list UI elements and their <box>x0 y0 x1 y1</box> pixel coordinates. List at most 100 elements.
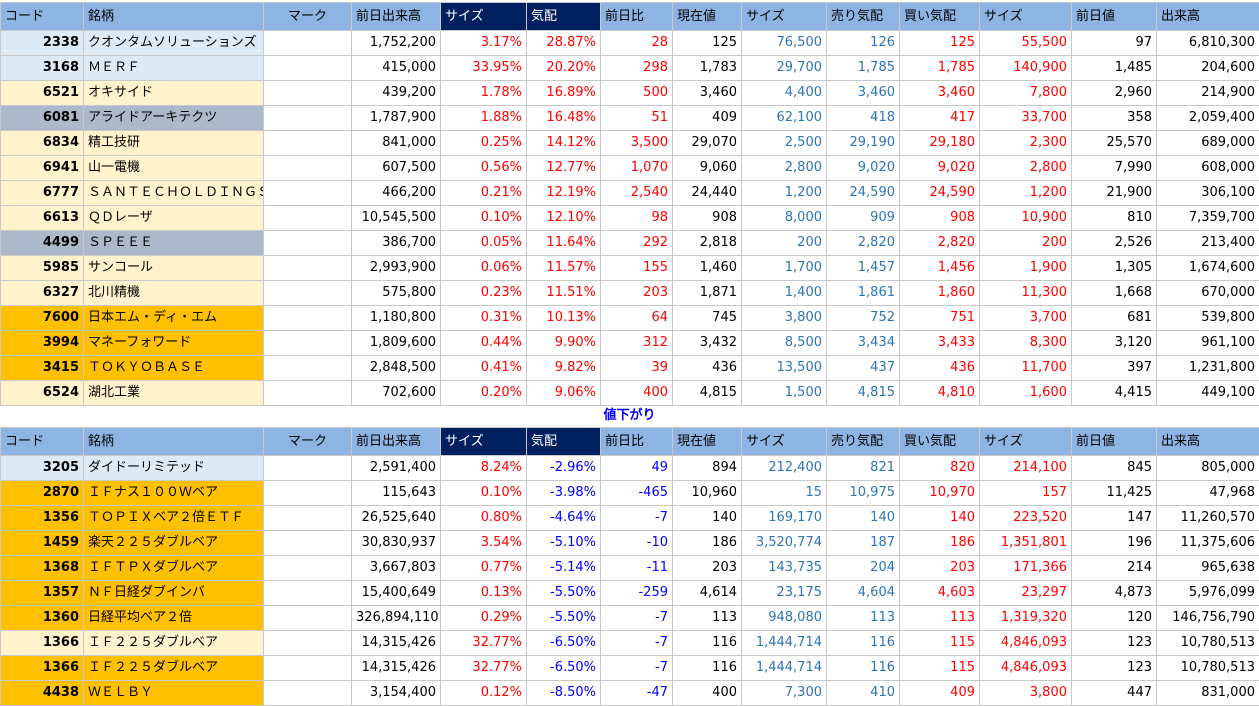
cell-bid[interactable]: 115 <box>900 631 980 656</box>
cell-mark[interactable] <box>264 106 352 131</box>
cell-prev-diff[interactable]: 298 <box>601 56 673 81</box>
cell-volume[interactable]: 961,100 <box>1157 331 1259 356</box>
cell-ask[interactable]: 821 <box>827 456 900 481</box>
cell-bid[interactable]: 186 <box>900 531 980 556</box>
cell-size-bid[interactable]: 3,700 <box>980 306 1072 331</box>
cell-ask[interactable]: 3,434 <box>827 331 900 356</box>
cell-name[interactable]: 湖北工業 <box>84 381 264 406</box>
cell-mark[interactable] <box>264 131 352 156</box>
cell-prev-volume[interactable]: 575,800 <box>352 281 441 306</box>
cell-volume[interactable]: 670,000 <box>1157 281 1259 306</box>
cell-name[interactable]: 日本エム・ディ・エム <box>84 306 264 331</box>
cell-size-bid[interactable]: 1,900 <box>980 256 1072 281</box>
header-quote-change[interactable]: 気配 <box>527 3 601 31</box>
cell-mark[interactable] <box>264 381 352 406</box>
cell-prev-price[interactable]: 4,415 <box>1072 381 1157 406</box>
cell-current-price[interactable]: 400 <box>673 681 742 706</box>
cell-size[interactable]: 0.10% <box>441 481 527 506</box>
cell-ask[interactable]: 187 <box>827 531 900 556</box>
cell-bid[interactable]: 24,590 <box>900 181 980 206</box>
cell-volume[interactable]: 11,260,570 <box>1157 506 1259 531</box>
cell-size-bid[interactable]: 157 <box>980 481 1072 506</box>
cell-ask[interactable]: 1,457 <box>827 256 900 281</box>
cell-code[interactable]: 4438 <box>1 681 84 706</box>
cell-size-bid[interactable]: 1,351,801 <box>980 531 1072 556</box>
cell-size-current[interactable]: 1,200 <box>742 181 827 206</box>
cell-size[interactable]: 0.10% <box>441 206 527 231</box>
cell-size[interactable]: 0.12% <box>441 681 527 706</box>
cell-name[interactable]: ＩＦ２２５ダブルベア <box>84 656 264 681</box>
cell-prev-diff[interactable]: -259 <box>601 581 673 606</box>
cell-prev-diff[interactable]: 2,540 <box>601 181 673 206</box>
cell-bid[interactable]: 3,433 <box>900 331 980 356</box>
cell-size-bid[interactable]: 4,846,093 <box>980 656 1072 681</box>
cell-bid[interactable]: 908 <box>900 206 980 231</box>
cell-size-bid[interactable]: 140,900 <box>980 56 1072 81</box>
cell-name[interactable]: サンコール <box>84 256 264 281</box>
cell-prev-diff[interactable]: -11 <box>601 556 673 581</box>
cell-current-price[interactable]: 125 <box>673 31 742 56</box>
cell-volume[interactable]: 965,638 <box>1157 556 1259 581</box>
cell-code[interactable]: 4499 <box>1 231 84 256</box>
cell-volume[interactable]: 214,900 <box>1157 81 1259 106</box>
cell-bid[interactable]: 4,603 <box>900 581 980 606</box>
cell-quote-change[interactable]: 11.64% <box>527 231 601 256</box>
cell-prev-diff[interactable]: 51 <box>601 106 673 131</box>
cell-ask[interactable]: 24,590 <box>827 181 900 206</box>
cell-ask[interactable]: 909 <box>827 206 900 231</box>
cell-prev-volume[interactable]: 3,667,803 <box>352 556 441 581</box>
cell-prev-price[interactable]: 4,873 <box>1072 581 1157 606</box>
cell-code[interactable]: 5985 <box>1 256 84 281</box>
cell-current-price[interactable]: 186 <box>673 531 742 556</box>
cell-size[interactable]: 0.31% <box>441 306 527 331</box>
cell-mark[interactable] <box>264 281 352 306</box>
cell-size-bid[interactable]: 55,500 <box>980 31 1072 56</box>
cell-code[interactable]: 6777 <box>1 181 84 206</box>
cell-mark[interactable] <box>264 606 352 631</box>
cell-current-price[interactable]: 116 <box>673 631 742 656</box>
cell-prev-price[interactable]: 397 <box>1072 356 1157 381</box>
cell-name[interactable]: ＴＯＫＹＯＢＡＳＥ <box>84 356 264 381</box>
cell-current-price[interactable]: 1,871 <box>673 281 742 306</box>
cell-quote-change[interactable]: -5.10% <box>527 531 601 556</box>
cell-prev-volume[interactable]: 1,809,600 <box>352 331 441 356</box>
cell-size-current[interactable]: 1,400 <box>742 281 827 306</box>
cell-prev-diff[interactable]: 400 <box>601 381 673 406</box>
cell-mark[interactable] <box>264 506 352 531</box>
cell-prev-diff[interactable]: 500 <box>601 81 673 106</box>
cell-quote-change[interactable]: 14.12% <box>527 131 601 156</box>
cell-size-bid[interactable]: 1,200 <box>980 181 1072 206</box>
cell-size-current[interactable]: 7,300 <box>742 681 827 706</box>
cell-size-bid[interactable]: 11,700 <box>980 356 1072 381</box>
cell-name[interactable]: ＩＦ２２５ダブルベア <box>84 631 264 656</box>
cell-prev-diff[interactable]: -7 <box>601 506 673 531</box>
cell-quote-change[interactable]: 9.06% <box>527 381 601 406</box>
cell-prev-price[interactable]: 845 <box>1072 456 1157 481</box>
cell-code[interactable]: 7600 <box>1 306 84 331</box>
cell-size[interactable]: 33.95% <box>441 56 527 81</box>
cell-name[interactable]: クオンタムソリューションズ <box>84 31 264 56</box>
cell-size[interactable]: 0.21% <box>441 181 527 206</box>
cell-prev-volume[interactable]: 3,154,400 <box>352 681 441 706</box>
cell-mark[interactable] <box>264 681 352 706</box>
cell-mark[interactable] <box>264 256 352 281</box>
cell-ask[interactable]: 2,820 <box>827 231 900 256</box>
cell-ask[interactable]: 437 <box>827 356 900 381</box>
cell-name[interactable]: ＮＦ日経ダブインバ <box>84 581 264 606</box>
cell-prev-price[interactable]: 11,425 <box>1072 481 1157 506</box>
cell-prev-diff[interactable]: 49 <box>601 456 673 481</box>
cell-ask[interactable]: 29,190 <box>827 131 900 156</box>
cell-volume[interactable]: 689,000 <box>1157 131 1259 156</box>
cell-name[interactable]: ＩＦＴＰＸダブルベア <box>84 556 264 581</box>
cell-bid[interactable]: 4,810 <box>900 381 980 406</box>
cell-prev-diff[interactable]: 64 <box>601 306 673 331</box>
cell-volume[interactable]: 805,000 <box>1157 456 1259 481</box>
